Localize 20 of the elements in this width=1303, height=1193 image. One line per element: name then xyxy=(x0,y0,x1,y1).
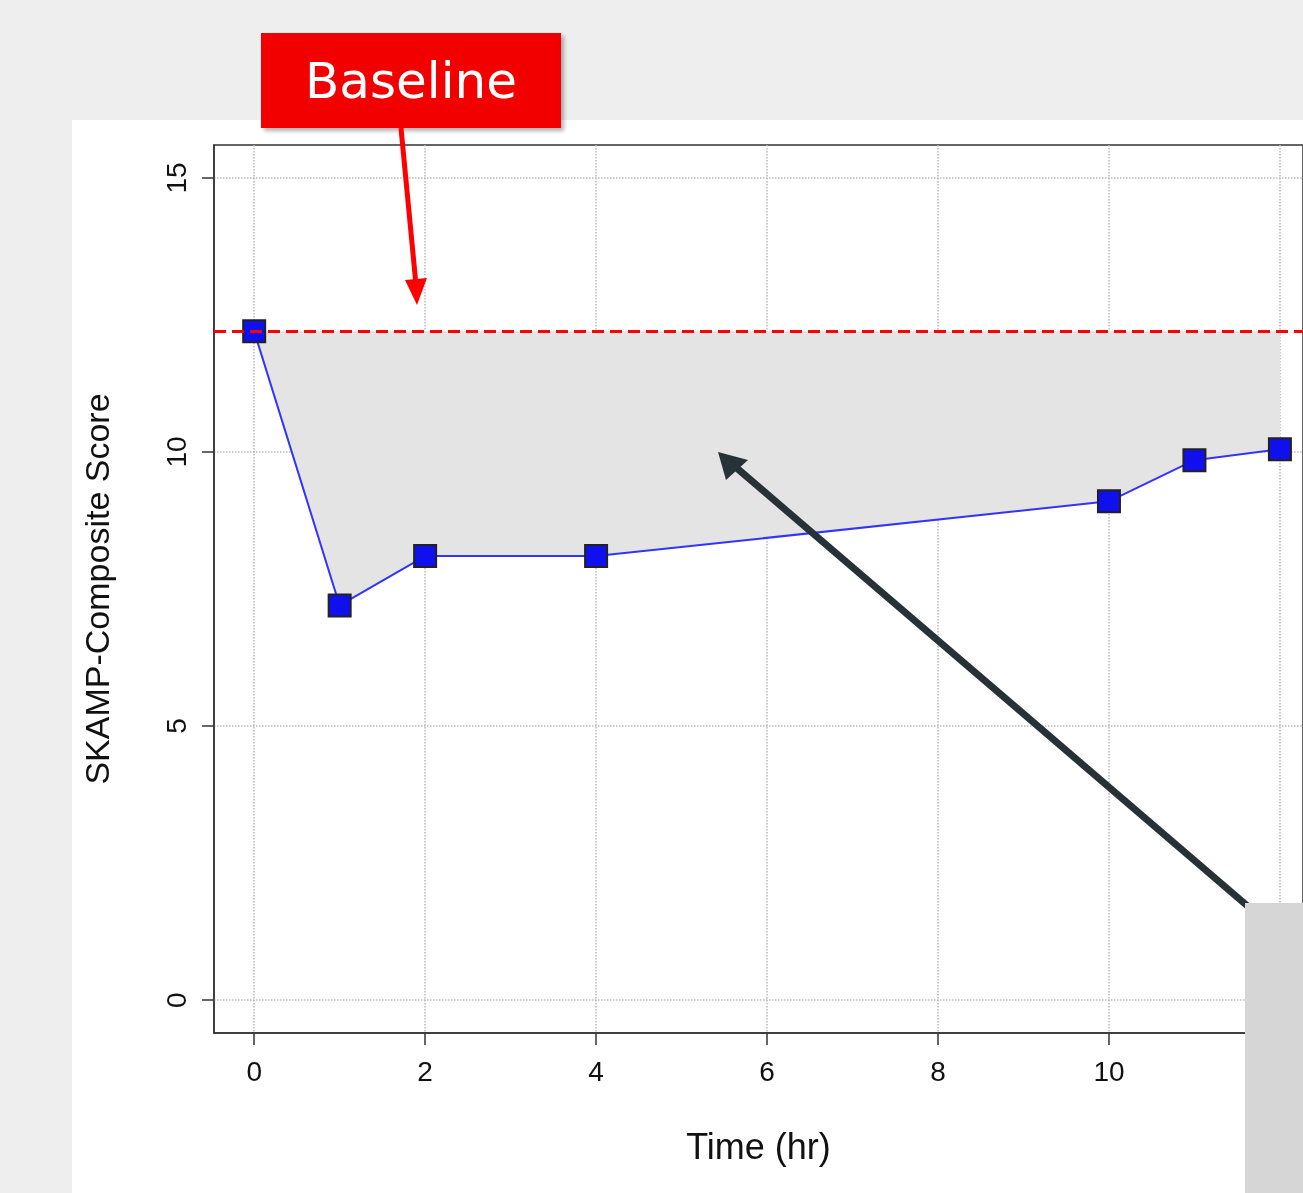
x-tick-label: 2 xyxy=(417,1055,433,1087)
x-tick-label: 4 xyxy=(588,1055,604,1087)
x-tick-label: 8 xyxy=(930,1055,946,1087)
x-tick-label: 6 xyxy=(759,1055,775,1087)
x-tick-label: 0 xyxy=(246,1055,262,1087)
x-tick-label: 10 xyxy=(1093,1055,1125,1087)
y-tick-label: 10 xyxy=(160,436,192,468)
y-tick-label: 15 xyxy=(160,162,192,194)
point xyxy=(413,544,438,569)
y-axis-title: SKAMP-Composite Score xyxy=(78,393,116,785)
point xyxy=(327,593,352,618)
y-tick-label: 5 xyxy=(160,718,192,734)
point xyxy=(1182,448,1207,473)
y-tick-label: 0 xyxy=(160,992,192,1008)
point xyxy=(1267,437,1292,462)
x-axis-title: Time (hr) xyxy=(686,1125,831,1167)
point xyxy=(242,319,267,344)
point xyxy=(584,544,609,569)
point xyxy=(1096,489,1121,514)
text: Baseline xyxy=(261,33,561,128)
